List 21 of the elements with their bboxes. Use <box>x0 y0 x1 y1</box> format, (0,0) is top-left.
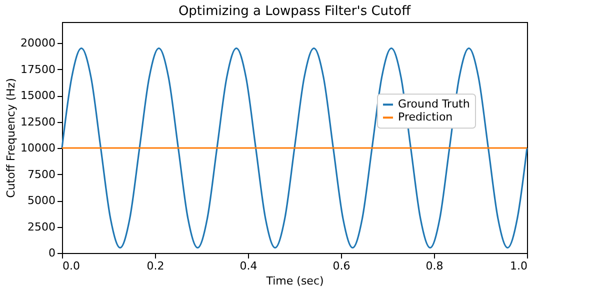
y-tick-label: 5000 <box>28 194 56 207</box>
y-tick-label: 0 <box>48 246 56 260</box>
y-tick-label: 12500 <box>20 115 56 128</box>
x-tick-label: 0.0 <box>62 260 80 272</box>
legend-label: Prediction <box>398 110 453 124</box>
x-tick-label: 0.2 <box>146 260 164 272</box>
x-tick-label: 0.6 <box>332 260 350 272</box>
x-axis-title: Time (sec) <box>265 274 324 288</box>
line-series <box>61 47 528 249</box>
y-tick-label: 20000 <box>20 36 56 50</box>
x-tick-label: 0.8 <box>426 260 444 272</box>
y-tick-label: 15000 <box>20 89 56 102</box>
y-tick-label: 10000 <box>20 142 56 154</box>
y-axis-title: Cutoff Frequency (Hz) <box>4 78 18 198</box>
y-tick-label: 17500 <box>20 62 56 76</box>
y-tick-label: 2500 <box>28 220 56 234</box>
legend-label: Ground Truth <box>398 98 470 111</box>
chart-title: Optimizing a Lowpass Filter's Cutoff <box>178 4 412 19</box>
y-tick-label: 7500 <box>28 168 56 181</box>
x-tick-label: 0.4 <box>240 260 258 272</box>
x-tick-label: 1.0 <box>510 260 528 272</box>
